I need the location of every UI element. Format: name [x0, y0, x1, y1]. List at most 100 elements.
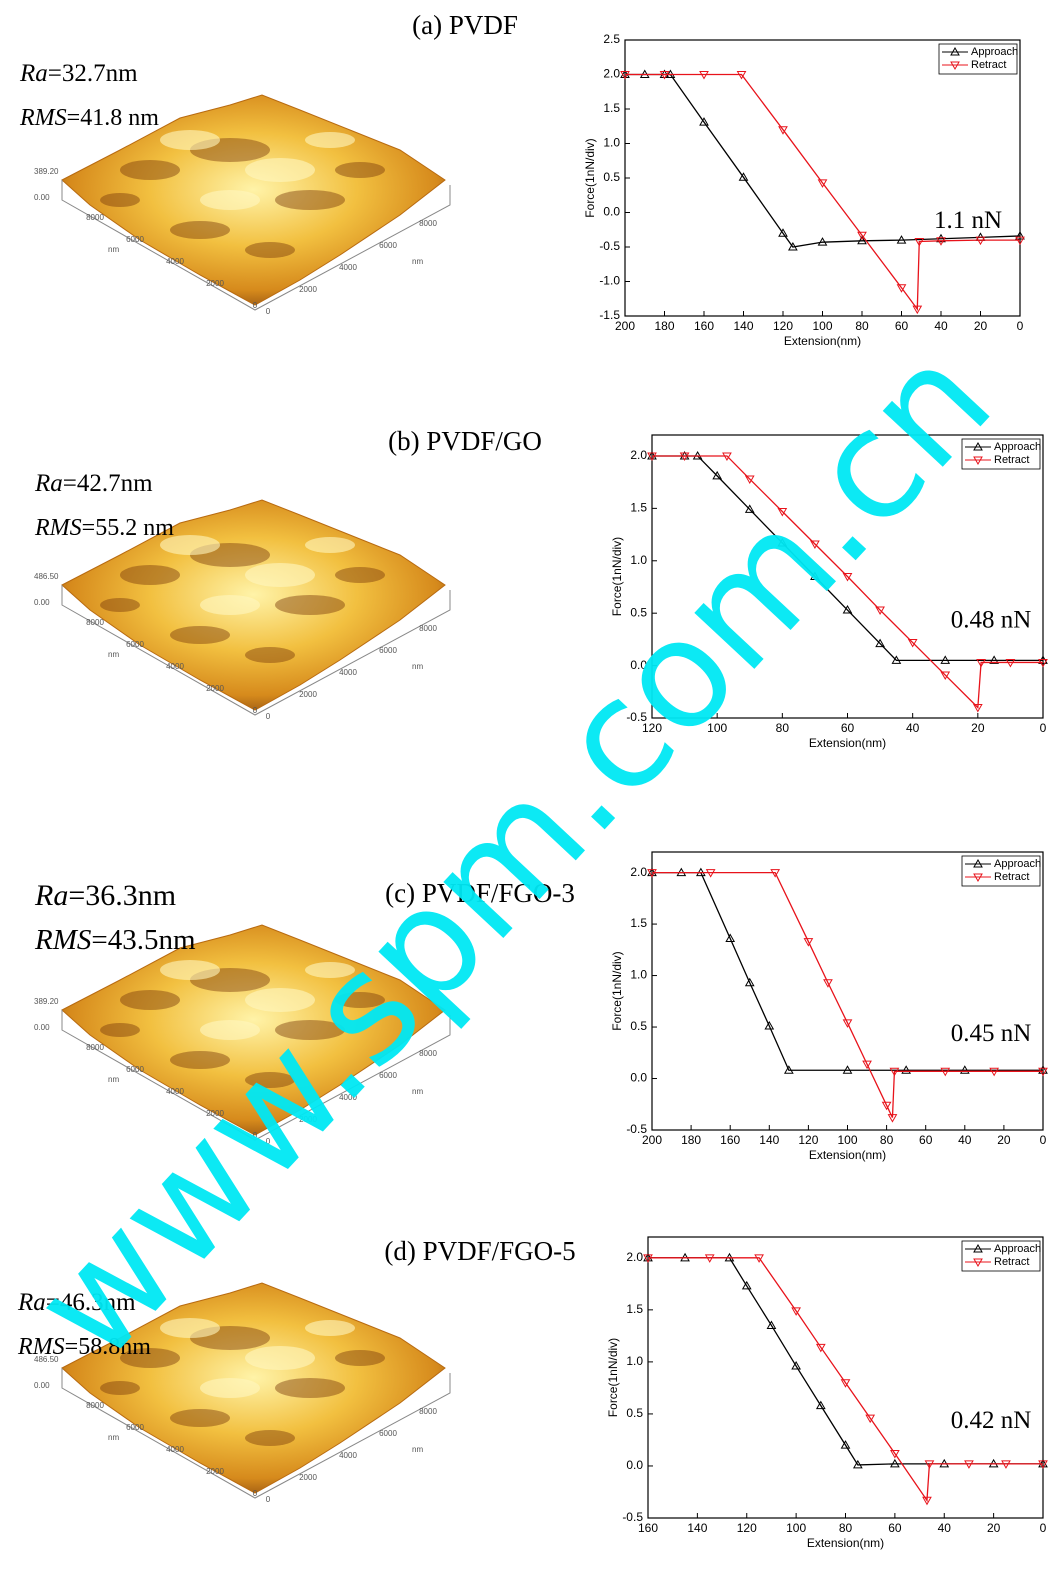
y-tick-label: 1.0 — [626, 1354, 643, 1368]
y-tick-label: 1.0 — [603, 136, 620, 150]
legend-label: Retract — [994, 1256, 1029, 1268]
afm-feature — [335, 162, 385, 178]
afm-feature — [245, 1430, 295, 1446]
x-tick-label: 0 — [1040, 1521, 1047, 1535]
x-tick-label: 100 — [812, 319, 832, 333]
afm-z-label: 389.20 — [34, 167, 59, 176]
rms-label: RMS=55.2 nm — [34, 515, 174, 541]
y-tick-label: -0.5 — [626, 1122, 647, 1136]
legend-label: Retract — [994, 871, 1029, 883]
x-tick-label: 20 — [974, 319, 988, 333]
annotation: 0.45 nN — [951, 1020, 1032, 1047]
ra-value: =42.7nm — [63, 470, 153, 497]
rms-symbol: RMS — [17, 1334, 65, 1360]
afm-highlight — [200, 190, 260, 210]
afm-z-label: 0.00 — [34, 1023, 50, 1032]
x-tick-label: 0 — [1040, 1133, 1047, 1147]
figure: (a) PVDF389.200.008000600040002000002000… — [0, 0, 1048, 1566]
afm-unit: nm — [412, 257, 423, 266]
x-tick-label: 140 — [687, 1521, 707, 1535]
x-tick-label: 120 — [737, 1521, 757, 1535]
y-tick-label: 2.0 — [630, 865, 647, 879]
afm-feature — [170, 221, 230, 239]
afm-highlight — [200, 1378, 260, 1398]
y-tick-label: 0.0 — [630, 1071, 647, 1085]
y-axis-label: Force(1nN/div) — [583, 138, 597, 217]
afm-feature — [100, 598, 140, 612]
afm-tick-label: 0 — [253, 706, 258, 715]
afm-z-label: 0.00 — [34, 1381, 50, 1390]
y-tick-label: 2.0 — [603, 67, 620, 81]
afm-tick-label: 6000 — [126, 1065, 144, 1074]
afm-tick-label: 2000 — [299, 690, 317, 699]
x-tick-label: 120 — [798, 1133, 818, 1147]
afm-unit: nm — [108, 650, 119, 659]
afm-feature — [275, 1378, 345, 1398]
afm-highlight — [200, 595, 260, 615]
afm-highlight — [305, 537, 355, 553]
afm-highlight — [245, 1346, 315, 1370]
plot-frame — [625, 40, 1020, 316]
afm-tick-label: 8000 — [86, 618, 104, 627]
y-tick-label: -0.5 — [622, 1510, 643, 1524]
x-tick-label: 60 — [841, 721, 855, 735]
afm-z-label: 389.20 — [34, 997, 59, 1006]
y-axis-label: Force(1nN/div) — [610, 537, 624, 616]
y-axis-label: Force(1nN/div) — [610, 951, 624, 1030]
afm-unit: nm — [108, 1075, 119, 1084]
x-axis-label: Extension(nm) — [809, 736, 886, 750]
x-tick-label: 60 — [919, 1133, 933, 1147]
afm-feature — [335, 1350, 385, 1366]
x-tick-label: 140 — [759, 1133, 779, 1147]
rms-value: =43.5nm — [91, 924, 196, 956]
afm-feature — [335, 567, 385, 583]
afm-tick-label: 2000 — [299, 1473, 317, 1482]
ra-symbol: Ra — [19, 60, 48, 87]
afm-tick-label: 2000 — [299, 285, 317, 294]
watermark: www.spm.com.cn — [1, 313, 1025, 1393]
afm-unit: nm — [412, 1087, 423, 1096]
afm-feature — [170, 1409, 230, 1427]
y-tick-label: 2.5 — [603, 32, 620, 46]
y-tick-label: 1.5 — [603, 101, 620, 115]
y-tick-label: 0.0 — [626, 1458, 643, 1472]
rms-value: =41.8 nm — [67, 105, 160, 131]
y-tick-label: 2.0 — [626, 1250, 643, 1264]
afm-z-label: 486.50 — [34, 572, 59, 581]
afm-highlight — [305, 1320, 355, 1336]
x-tick-label: 100 — [837, 1133, 857, 1147]
x-tick-label: 0 — [1017, 319, 1024, 333]
ra-symbol: Ra — [34, 470, 63, 497]
afm-highlight — [245, 158, 315, 182]
x-axis-label: Extension(nm) — [809, 1148, 886, 1162]
x-tick-label: 120 — [773, 319, 793, 333]
y-tick-label: 2.0 — [630, 448, 647, 462]
afm-z-label: 0.00 — [34, 598, 50, 607]
afm-feature — [170, 626, 230, 644]
x-tick-label: 40 — [934, 319, 948, 333]
x-axis-label: Extension(nm) — [784, 334, 861, 348]
afm-tick-label: 6000 — [126, 235, 144, 244]
panel-title: (a) PVDF — [412, 10, 518, 40]
afm-tick-label: 8000 — [419, 219, 437, 228]
x-tick-label: 80 — [776, 721, 790, 735]
x-tick-label: 100 — [786, 1521, 806, 1535]
afm-tick-label: 6000 — [379, 646, 397, 655]
ra-label: Ra=36.3nm — [34, 879, 176, 912]
x-tick-label: 80 — [855, 319, 869, 333]
x-tick-label: 160 — [720, 1133, 740, 1147]
annotation: 0.48 nN — [951, 607, 1032, 634]
x-tick-label: 160 — [694, 319, 714, 333]
afm-feature — [275, 190, 345, 210]
rms-symbol: RMS — [34, 924, 92, 956]
x-tick-label: 180 — [654, 319, 674, 333]
y-tick-label: 1.5 — [630, 916, 647, 930]
afm-tick-label: 8000 — [419, 1407, 437, 1416]
x-tick-label: 20 — [987, 1521, 1001, 1535]
afm-tick-label: 0 — [266, 307, 271, 316]
afm-tick-label: 4000 — [166, 1445, 184, 1454]
y-axis-label: Force(1nN/div) — [606, 1338, 620, 1417]
plot-frame — [648, 1237, 1043, 1518]
y-tick-label: 0.5 — [603, 170, 620, 184]
x-tick-label: 0 — [1040, 721, 1047, 735]
